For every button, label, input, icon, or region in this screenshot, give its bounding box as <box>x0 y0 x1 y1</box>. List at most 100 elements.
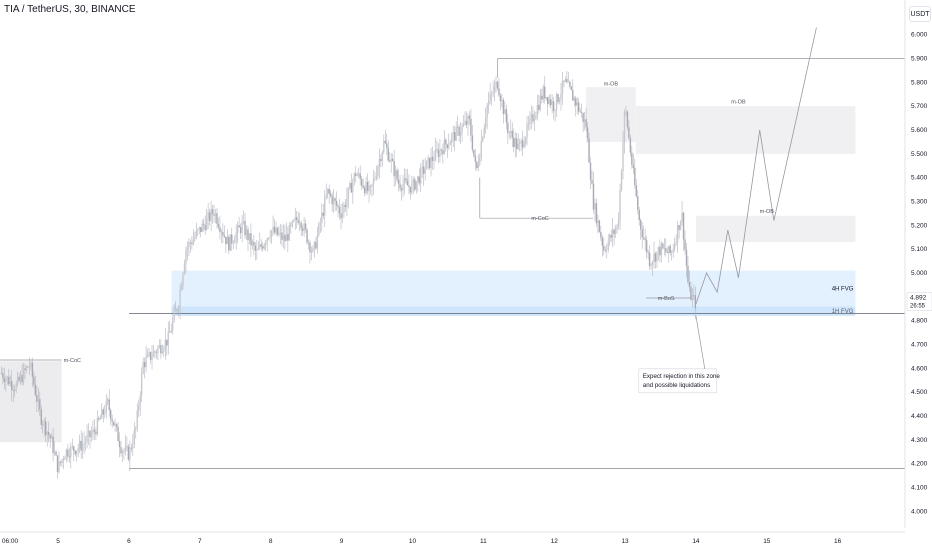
candle-body <box>19 375 22 381</box>
candle-body <box>510 130 512 133</box>
candle-body <box>347 187 350 199</box>
candle-body <box>180 285 183 291</box>
y-tick-label: 4.700 <box>911 341 928 348</box>
candle-body <box>129 447 131 460</box>
x-tick-label: 16 <box>834 538 842 545</box>
candle-body <box>515 138 518 149</box>
candle-body <box>84 441 87 443</box>
candle-body <box>449 142 451 145</box>
candle-body <box>105 401 107 414</box>
candle-body <box>372 178 375 185</box>
candle-body <box>527 123 530 125</box>
candle-body <box>548 99 550 105</box>
candle-body <box>81 443 84 451</box>
candle-body <box>402 184 404 191</box>
pattern-label: m-BoS <box>658 296 675 302</box>
candle-body <box>248 233 251 241</box>
candle-body <box>297 220 299 224</box>
candle-body <box>160 345 162 354</box>
candle-body <box>455 126 457 141</box>
candle-body <box>663 248 666 249</box>
zone-3 <box>695 215 856 243</box>
candle-body <box>211 209 214 215</box>
candle-body <box>133 430 135 445</box>
candle-body <box>676 225 679 242</box>
candle-body <box>83 442 85 444</box>
candle-body <box>77 448 79 451</box>
candle-body <box>504 109 506 115</box>
candle-body <box>157 347 159 353</box>
candle-body <box>616 225 618 230</box>
candle-body <box>588 138 590 163</box>
candle-body <box>307 242 310 244</box>
candle-body <box>62 459 65 461</box>
candle-body <box>482 137 484 142</box>
candle-body <box>601 237 604 246</box>
candle-body <box>400 188 403 191</box>
candle-body <box>102 409 104 415</box>
candle-body <box>594 203 596 210</box>
candle-body <box>287 234 289 241</box>
candle-body <box>629 138 632 153</box>
candle-body <box>195 230 198 237</box>
candle-body <box>126 446 128 447</box>
zone-2 <box>635 106 856 154</box>
candle-body <box>86 435 88 442</box>
candle-body <box>387 147 389 161</box>
candle-body <box>223 235 226 237</box>
candle-body <box>383 140 385 153</box>
candle-body <box>304 223 307 230</box>
candle-body <box>389 160 391 162</box>
current-price-label: 4.892 <box>910 295 927 302</box>
candle-body <box>250 233 252 246</box>
candle-body <box>306 229 308 243</box>
candle-body <box>486 105 488 119</box>
candle-body <box>650 264 652 266</box>
candle-body <box>229 234 231 251</box>
currency-badge[interactable]: USDT <box>909 6 931 22</box>
candle-body <box>154 351 156 353</box>
candle-body <box>363 187 366 194</box>
candle-body <box>539 95 542 110</box>
candle-body <box>448 144 450 149</box>
candle-body <box>360 178 363 186</box>
candle-body <box>495 81 497 87</box>
candle-body <box>654 253 657 262</box>
x-tick-label: 7 <box>198 538 202 545</box>
candle-body <box>474 155 477 162</box>
candle-body <box>104 413 106 415</box>
candle-body <box>642 237 645 239</box>
candle-body <box>352 181 354 193</box>
candle-body <box>406 180 409 186</box>
candle-body <box>678 225 680 230</box>
candle-body <box>124 446 127 451</box>
pattern-label: m-OB <box>604 82 619 88</box>
candle-body <box>216 213 218 224</box>
candle-body <box>42 424 44 426</box>
candle-body <box>507 122 509 134</box>
y-tick-label: 4.300 <box>911 437 928 444</box>
candle-body <box>33 376 35 385</box>
candle-body <box>603 245 605 251</box>
candle-body <box>130 447 133 449</box>
candle-body <box>505 109 508 123</box>
candle-body <box>281 232 283 240</box>
candle-body <box>327 188 329 195</box>
y-tick-label: 4.400 <box>911 413 928 420</box>
candle-body <box>47 432 50 436</box>
candle-body <box>198 227 200 230</box>
candle-body <box>580 112 583 113</box>
candle-body <box>611 229 614 238</box>
candle-body <box>358 173 360 176</box>
candle-body <box>270 230 273 237</box>
candle-body <box>136 410 138 428</box>
candle-body <box>542 86 544 100</box>
candle-body <box>179 290 181 308</box>
candle-body <box>11 381 13 390</box>
candle-body <box>635 185 637 197</box>
candle-body <box>309 242 311 253</box>
candle-body <box>547 97 549 105</box>
candle-body <box>498 88 500 96</box>
candle-body <box>210 209 212 221</box>
